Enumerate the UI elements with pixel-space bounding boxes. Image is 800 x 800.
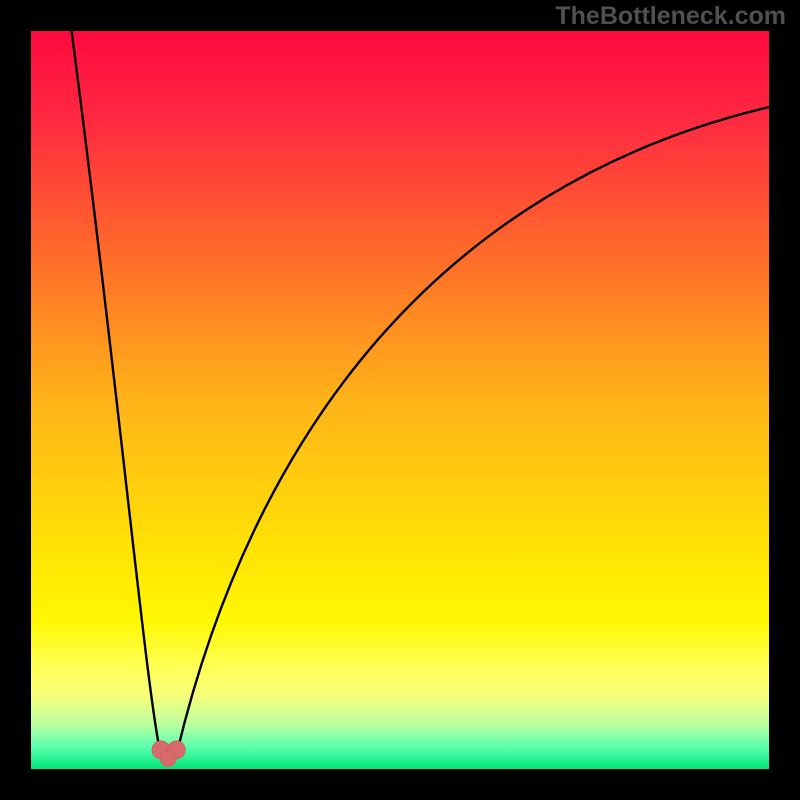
bottleneck-chart bbox=[0, 0, 800, 800]
watermark-label: TheBottleneck.com bbox=[555, 2, 786, 31]
